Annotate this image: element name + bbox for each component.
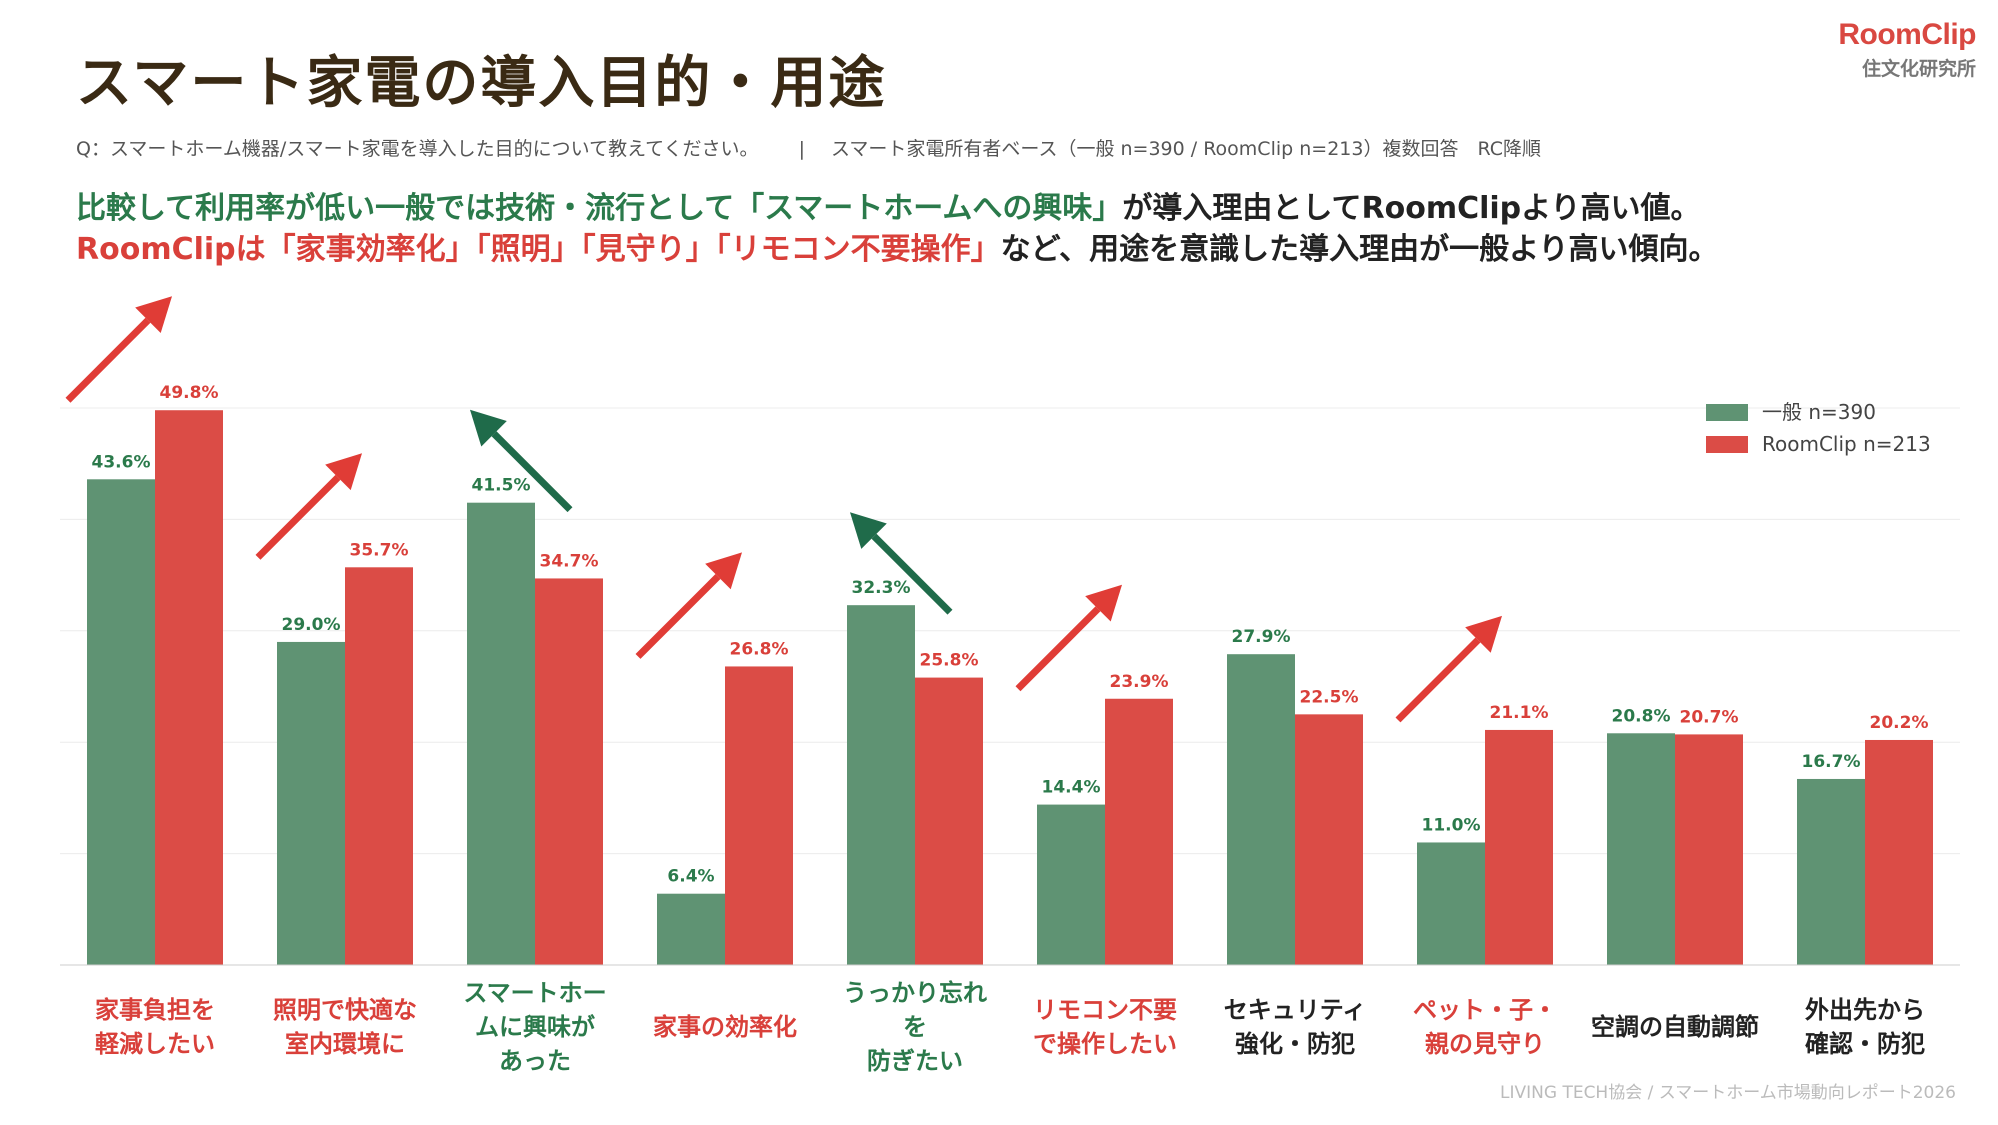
data-label: 11.0%	[1422, 815, 1481, 835]
category-label: うっかり忘れ	[843, 979, 987, 1007]
category-label: 室内環境に	[285, 1030, 405, 1058]
data-label: 22.5%	[1300, 687, 1359, 707]
summary-line-1-rest: が導入理由としてRoomClipより高い値。	[1122, 191, 1701, 226]
bar-general	[277, 641, 345, 965]
survey-question: Q：スマートホーム機器/スマート家電を導入した目的について教えてください。 | スマ…	[76, 134, 1541, 161]
category-label: ペット・子・	[1413, 996, 1557, 1024]
category-label: を	[903, 1013, 927, 1041]
data-label: 26.8%	[730, 639, 789, 659]
data-label: 29.0%	[282, 615, 341, 635]
logo: RoomClip 住文化研究所	[1838, 18, 1976, 81]
category-label: 外出先から	[1805, 996, 1925, 1024]
bar-general	[847, 605, 915, 965]
data-label: 20.8%	[1612, 706, 1671, 726]
bar-general	[1797, 778, 1865, 965]
bar-roomclip	[535, 578, 603, 965]
bar-general	[1227, 654, 1295, 965]
question-separator: |	[798, 138, 805, 160]
category-label: 防ぎたい	[867, 1047, 963, 1075]
category-label: あった	[499, 1047, 571, 1075]
data-label: 27.9%	[1232, 627, 1291, 647]
trend-arrow-head	[850, 512, 887, 549]
legend-label-general: 一般 n=390	[1762, 400, 1876, 424]
page-title: スマート家電の導入目的・用途	[76, 51, 887, 116]
trend-arrow-shaft	[1395, 637, 1481, 723]
footer-credit: LIVING TECH協会 / スマートホーム市場動向レポート2026	[1500, 1083, 1956, 1103]
bar-roomclip	[915, 677, 983, 965]
data-label: 20.7%	[1680, 707, 1739, 727]
trend-arrow-head	[705, 552, 742, 590]
trend-arrow-shaft	[871, 533, 953, 615]
trend-arrow-shaft	[255, 474, 341, 560]
trend-arrow-head	[1465, 615, 1502, 653]
trend-arrow-head	[1085, 584, 1122, 622]
summary-line-1-highlight: 比較して利用率が低い一般では技術・流行として「スマートホームへの興味」	[76, 191, 1123, 226]
bar-general	[1037, 804, 1105, 965]
bar-roomclip	[1105, 698, 1173, 965]
data-label: 20.2%	[1870, 713, 1929, 733]
summary-line-2-rest: など、用途を意識した導入理由が一般より高い傾向。	[1000, 232, 1719, 267]
logo-brand: RoomClip	[1838, 18, 1976, 51]
trend-arrow-head	[325, 453, 362, 491]
category-label: 家事負担を	[95, 996, 215, 1024]
data-label: 41.5%	[472, 476, 531, 496]
bar-roomclip	[725, 666, 793, 965]
summary-line-2: RoomClipは「家事効率化」「照明」「見守り」「リモコン不要操作」など、用途…	[76, 224, 1719, 268]
category-label: 強化・防犯	[1235, 1030, 1355, 1058]
data-label: 16.7%	[1802, 752, 1861, 772]
category-label: 軽減したい	[95, 1030, 215, 1058]
data-label: 25.8%	[920, 651, 979, 671]
category-label: 空調の自動調節	[1591, 1013, 1759, 1041]
category-label: 照明で快適な	[273, 996, 417, 1024]
data-label: 32.3%	[852, 578, 911, 598]
data-label: 49.8%	[160, 383, 219, 403]
bar-roomclip	[345, 567, 413, 965]
category-label: 親の見守り	[1425, 1030, 1545, 1058]
legend-swatch-roomclip	[1706, 436, 1748, 453]
trend-arrow-shaft	[491, 431, 573, 513]
question-text: Q：スマートホーム機器/スマート家電を導入した目的について教えてください。	[76, 138, 759, 160]
trend-arrow-head	[135, 296, 172, 333]
bar-general	[1607, 733, 1675, 965]
bar-roomclip	[155, 410, 223, 965]
data-label: 21.1%	[1490, 703, 1549, 723]
data-label: 43.6%	[92, 452, 151, 472]
legend-swatch-general	[1706, 404, 1748, 421]
data-label: 23.9%	[1110, 672, 1169, 692]
trend-arrow-head	[470, 409, 507, 447]
logo-subtitle: 住文化研究所	[1861, 58, 1976, 80]
legend-label-roomclip: RoomClip n=213	[1762, 432, 1931, 456]
category-label: ムに興味が	[475, 1013, 595, 1041]
bar-roomclip	[1295, 714, 1363, 965]
trend-arrow-shaft	[1015, 606, 1101, 692]
category-label: スマートホー	[463, 979, 606, 1007]
bar-roomclip	[1675, 734, 1743, 965]
data-label: 6.4%	[667, 867, 714, 887]
category-label: 確認・防犯	[1805, 1030, 1925, 1058]
category-label: セキュリティ	[1224, 996, 1367, 1024]
category-label: リモコン不要	[1033, 996, 1177, 1024]
data-label: 14.4%	[1042, 778, 1101, 798]
summary-line-2-highlight: RoomClipは「家事効率化」「照明」「見守り」「リモコン不要操作」	[76, 232, 1001, 267]
base-note: スマート家電所有者ベース（一般 n=390 / RoomClip n=213）複…	[830, 138, 1541, 160]
bar-general	[1417, 842, 1485, 965]
category-label: で操作したい	[1033, 1030, 1177, 1058]
bar-roomclip	[1865, 739, 1933, 965]
trend-arrow-shaft	[65, 317, 151, 403]
trend-arrow-shaft	[635, 574, 721, 659]
data-label: 34.7%	[540, 551, 599, 571]
bar-general	[87, 479, 155, 965]
category-label: 家事の効率化	[653, 1013, 797, 1041]
bar-general	[657, 893, 725, 965]
data-label: 35.7%	[350, 540, 409, 560]
summary-line-1: 比較して利用率が低い一般では技術・流行として「スマートホームへの興味」が導入理由…	[76, 183, 1701, 227]
bar-roomclip	[1485, 729, 1553, 965]
bar-general	[467, 502, 535, 965]
